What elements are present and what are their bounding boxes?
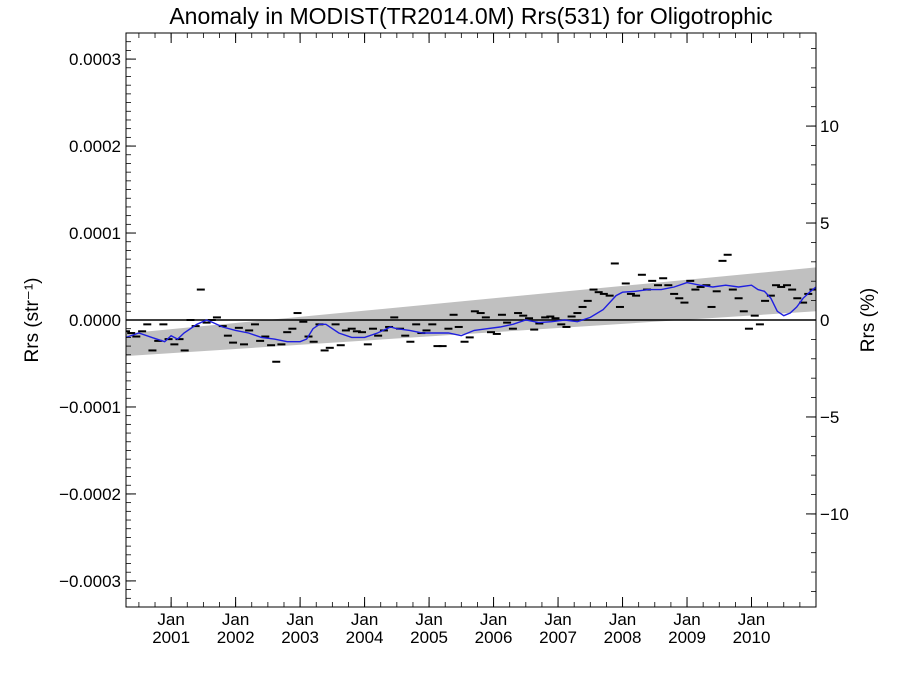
x-tick-label-year: 2008 (604, 628, 642, 647)
y-tick-label-left: −0.0001 (59, 398, 121, 417)
y-tick-label-left: 0.0000 (69, 311, 121, 330)
x-tick-label-month: Jan (222, 610, 249, 629)
x-tick-label-year: 2010 (733, 628, 771, 647)
x-tick-label-month: Jan (415, 610, 442, 629)
x-tick-label-month: Jan (480, 610, 507, 629)
y-tick-label-right: 0 (820, 311, 829, 330)
y-tick-label-right: 5 (820, 214, 829, 233)
chart-title: Anomaly in MODIST(TR2014.0M) Rrs(531) fo… (169, 3, 772, 29)
y-tick-label-left: 0.0003 (69, 50, 121, 69)
x-tick-label-month: Jan (609, 610, 636, 629)
x-tick-label-year: 2003 (281, 628, 319, 647)
x-tick-label-month: Jan (673, 610, 700, 629)
x-tick-label-month: Jan (286, 610, 313, 629)
x-tick-label-month: Jan (738, 610, 765, 629)
x-tick-label-month: Jan (544, 610, 571, 629)
x-tick-label-month: Jan (351, 610, 378, 629)
x-tick-label-year: 2009 (668, 628, 706, 647)
y-tick-label-left: 0.0002 (69, 137, 121, 156)
x-tick-label-year: 2005 (410, 628, 448, 647)
y-tick-label-right: 10 (820, 117, 839, 136)
y-tick-label-left: −0.0003 (59, 572, 121, 591)
y-axis-label-left: Rrs (str⁻¹) (22, 278, 43, 363)
y-tick-label-right: −10 (820, 505, 849, 524)
y-axis-label-right: Rrs (%) (858, 288, 879, 352)
x-tick-label-year: 2001 (152, 628, 190, 647)
y-tick-label-right: −5 (820, 408, 839, 427)
x-tick-label-year: 2004 (346, 628, 384, 647)
y-tick-label-left: −0.0002 (59, 485, 121, 504)
plot-area: 0.0003 0.0002 0.0001 0.0000 −0.0001 −0.0002 −0… (59, 32, 849, 647)
x-tick-label-year: 2002 (217, 628, 255, 647)
y-tick-label-left: 0.0001 (69, 224, 121, 243)
smoothed-anomaly-line (126, 281, 816, 343)
plot-content (126, 253, 816, 363)
x-tick-label-year: 2007 (539, 628, 577, 647)
x-tick-label-month: Jan (157, 610, 184, 629)
x-tick-label-year: 2006 (475, 628, 513, 647)
